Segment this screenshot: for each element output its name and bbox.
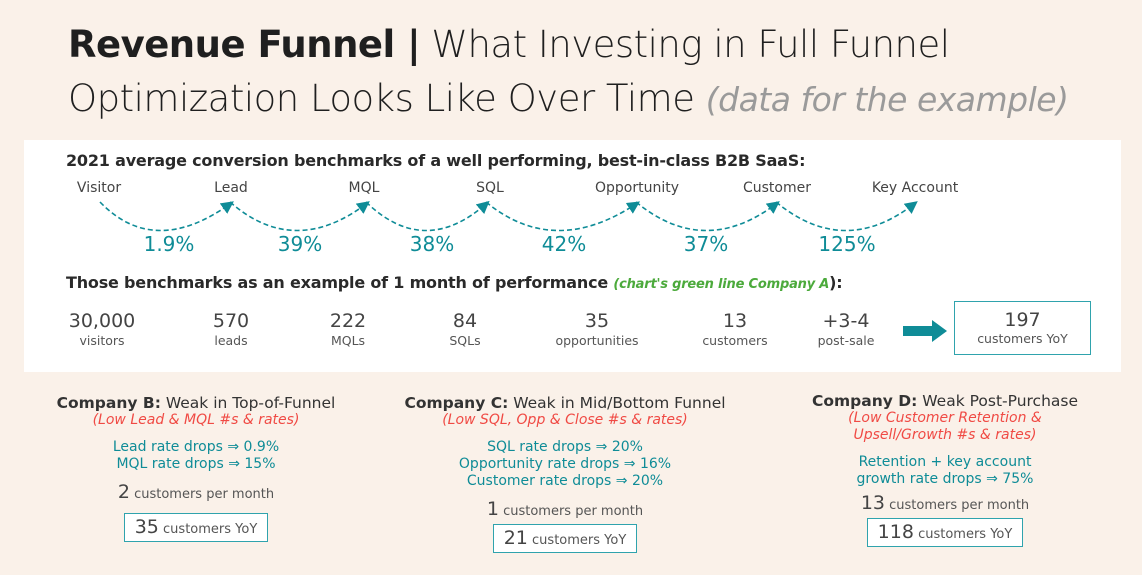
yoy-value: 118 <box>877 521 914 543</box>
metric-sqls: 84 SQLs <box>449 310 480 349</box>
rate-drop: growth rate drops ⇒ 75% <box>856 471 1034 487</box>
benchmark-panel: 2021 average conversion benchmarks of a … <box>24 140 1121 372</box>
metric-value: 35 <box>584 310 610 332</box>
per-month-label: customers per month <box>498 504 644 519</box>
metric-label: MQLs <box>330 333 366 348</box>
yoy-value: 21 <box>503 527 528 549</box>
company-name: Company C: <box>404 394 509 412</box>
company-c-yoy-box: 21 customers YoY <box>492 524 638 553</box>
yoy-value: 35 <box>134 516 159 538</box>
performance-note-close: ): <box>829 273 843 292</box>
yoy-label: customers YoY <box>527 533 627 548</box>
metric-value: 30,000 <box>68 310 136 332</box>
company-name: Company D: <box>811 392 918 410</box>
metric-customers: 13 customers <box>702 310 767 349</box>
company-name: Company B: <box>56 394 161 412</box>
yoy-label: customers YoY <box>977 331 1068 346</box>
company-weakness: (Low Lead & MQL #s & rates) <box>92 412 300 428</box>
rate-drop: Opportunity rate drops ⇒ 16% <box>458 456 672 472</box>
metric-value: 13 <box>722 310 748 332</box>
company-title: Weak in Top-of-Funnel <box>160 394 336 412</box>
yoy-value: 197 <box>1004 309 1041 331</box>
company-d-card: Company D: Weak Post-Purchase (Low Custo… <box>800 392 1090 547</box>
company-weakness: Upsell/Growth #s & rates) <box>853 427 1037 443</box>
rate-drop: Lead rate drops ⇒ 0.9% <box>112 439 280 455</box>
right-arrow-icon <box>903 320 947 342</box>
yoy-label: customers YoY <box>158 522 258 537</box>
metric-label: SQLs <box>449 333 481 348</box>
metric-label: customers <box>702 333 768 348</box>
company-a-yoy-box: 197 customers YoY <box>954 301 1091 355</box>
company-weakness: (Low SQL, Opp & Close #s & rates) <box>442 412 688 428</box>
metric-value: 84 <box>452 310 478 332</box>
rate-opportunity-customer: 37% <box>683 232 729 256</box>
yoy-label: customers YoY <box>913 527 1013 542</box>
metric-label: opportunities <box>555 333 639 348</box>
per-month-label: customers per month <box>129 487 275 502</box>
performance-note: (chart's green line Company A <box>613 277 830 292</box>
company-title: Weak in Mid/Bottom Funnel <box>508 394 726 412</box>
per-month-value: 2 <box>117 481 130 503</box>
metric-label: leads <box>214 333 248 348</box>
metric-visitors: 30,000 visitors <box>69 310 135 349</box>
rate-drop: SQL rate drops ⇒ 20% <box>487 439 643 455</box>
company-b-yoy-box: 35 customers YoY <box>123 513 269 542</box>
company-d-heading: Company D: Weak Post-Purchase <box>800 392 1090 410</box>
stage-customer: Customer <box>742 180 812 196</box>
title-subtitle: (data for the example) <box>705 80 1069 119</box>
metric-value: 570 <box>212 310 250 332</box>
stage-opportunity: Opportunity <box>594 180 680 196</box>
company-c-heading: Company C: Weak in Mid/Bottom Funnel <box>398 394 732 412</box>
rate-drop: MQL rate drops ⇒ 15% <box>116 456 276 472</box>
rate-drop: Customer rate drops ⇒ 20% <box>466 473 664 489</box>
rate-lead-mql: 39% <box>277 232 323 256</box>
customers-per-month: 2 customers per month <box>48 481 344 503</box>
company-c-card: Company C: Weak in Mid/Bottom Funnel (Lo… <box>398 394 732 553</box>
metric-opportunities: 35 opportunities <box>555 310 638 349</box>
metric-post-sale: +3-4 post-sale <box>818 310 875 349</box>
stage-mql: MQL <box>348 180 380 196</box>
per-month-value: 13 <box>860 492 885 514</box>
company-d-yoy-box: 118 customers YoY <box>866 518 1024 547</box>
title-bold: Revenue Funnel | <box>68 23 421 66</box>
company-title: Weak Post-Purchase <box>917 392 1079 410</box>
stage-key-account: Key Account <box>871 180 959 196</box>
title-line2: Optimization Looks Like Over Time <box>68 77 706 120</box>
metric-label: visitors <box>79 333 125 348</box>
per-month-label: customers per month <box>885 498 1030 513</box>
metric-leads: 570 leads <box>213 310 249 349</box>
conversion-arrows-icon <box>99 200 918 232</box>
per-month-value: 1 <box>486 498 499 520</box>
performance-heading: Those benchmarks as an example of 1 mont… <box>66 273 843 292</box>
performance-heading-text: Those benchmarks as an example of 1 mont… <box>66 273 614 292</box>
company-b-card: Company B: Weak in Top-of-Funnel (Low Le… <box>48 394 344 542</box>
metric-label: post-sale <box>817 333 875 348</box>
stage-sql: SQL <box>476 180 504 196</box>
rate-sql-opportunity: 42% <box>541 232 587 256</box>
company-b-heading: Company B: Weak in Top-of-Funnel <box>48 394 344 412</box>
stage-visitor: Visitor <box>76 180 122 196</box>
rate-mql-sql: 38% <box>409 232 455 256</box>
metric-mqls: 222 MQLs <box>330 310 366 349</box>
rate-customer-key-account: 125% <box>818 232 876 256</box>
metric-value: 222 <box>329 310 367 332</box>
rate-drop: Retention + key account <box>858 454 1032 470</box>
stage-lead: Lead <box>214 180 248 196</box>
title-line1: What Investing in Full Funnel <box>420 23 950 66</box>
company-weakness: (Low Customer Retention & <box>848 410 1042 426</box>
customers-per-month: 1 customers per month <box>398 498 732 520</box>
metric-value: +3-4 <box>822 310 870 332</box>
page-title: Revenue Funnel | What Investing in Full … <box>68 18 1069 127</box>
customers-per-month: 13 customers per month <box>800 492 1090 514</box>
benchmark-heading: 2021 average conversion benchmarks of a … <box>66 151 806 170</box>
rate-visitor-lead: 1.9% <box>143 232 195 256</box>
